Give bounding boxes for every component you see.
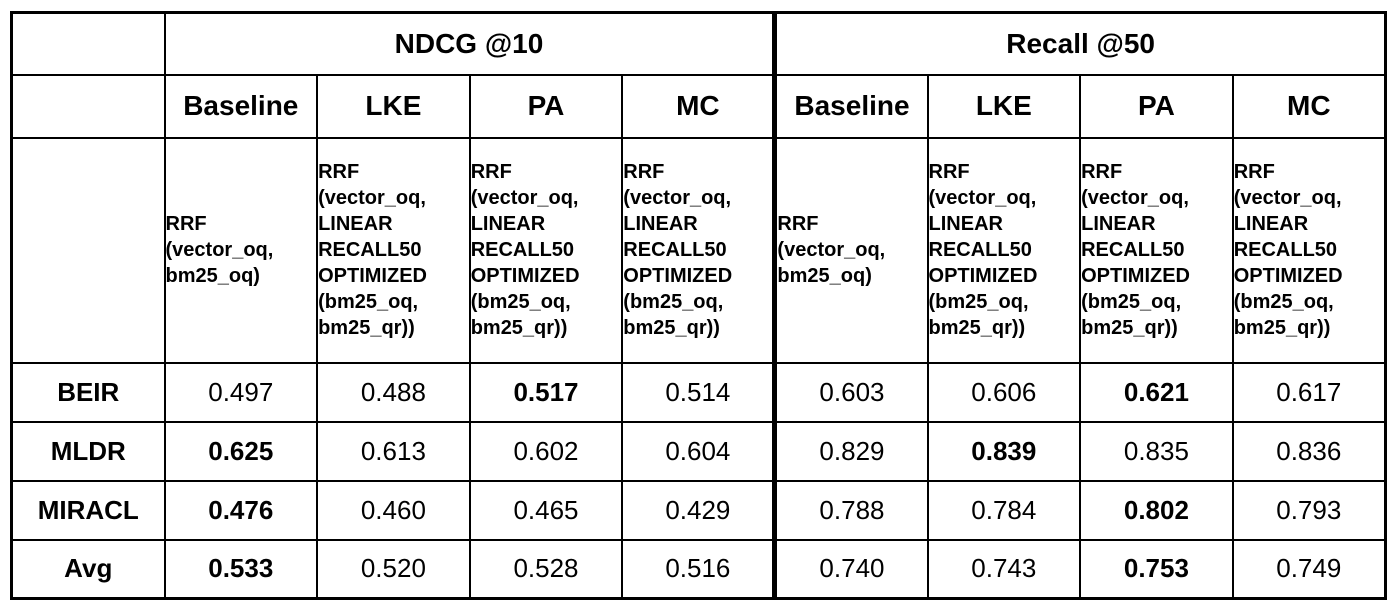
value-cell: 0.836 — [1231, 420, 1387, 482]
method-header-recall-lke: LKE — [926, 73, 1082, 139]
table-row-miracl: MIRACL 0.476 0.460 0.465 0.429 0.788 0.7… — [10, 479, 1387, 541]
method-header-row: Baseline LKE PA MC Baseline LKE PA MC — [10, 73, 1387, 139]
value-cell: 0.625 — [163, 420, 319, 482]
value-cell: 0.476 — [163, 479, 319, 541]
value-cell: 0.788 — [772, 479, 929, 541]
value-cell: 0.749 — [1231, 538, 1387, 600]
table-row-beir: BEIR 0.497 0.488 0.517 0.514 0.603 0.606… — [10, 361, 1387, 423]
config-description-cell: RRF (vector_oq, bm25_oq) — [772, 136, 929, 364]
value-cell: 0.617 — [1231, 361, 1387, 423]
table-row-mldr: MLDR 0.625 0.613 0.602 0.604 0.829 0.839… — [10, 420, 1387, 482]
value-cell: 0.784 — [926, 479, 1082, 541]
dataset-label: MLDR — [10, 420, 166, 482]
config-description-cell: RRF (vector_oq, LINEAR RECALL50 OPTIMIZE… — [926, 136, 1082, 364]
value-cell: 0.604 — [621, 420, 776, 482]
table-row-avg: Avg 0.533 0.520 0.528 0.516 0.740 0.743 … — [10, 538, 1387, 600]
value-cell: 0.835 — [1079, 420, 1234, 482]
value-cell: 0.514 — [621, 361, 776, 423]
config-description-cell: RRF (vector_oq, LINEAR RECALL50 OPTIMIZE… — [621, 136, 776, 364]
method-header-ndcg-lke: LKE — [316, 73, 471, 139]
dataset-label: BEIR — [10, 361, 166, 423]
section-header-recall: Recall @50 — [772, 11, 1387, 76]
value-cell: 0.606 — [926, 361, 1082, 423]
corner-cell — [10, 73, 166, 139]
value-cell: 0.528 — [468, 538, 624, 600]
method-header-recall-mc: MC — [1231, 73, 1387, 139]
value-cell: 0.621 — [1079, 361, 1234, 423]
value-cell: 0.497 — [163, 361, 319, 423]
corner-cell — [10, 11, 166, 76]
config-description-cell: RRF (vector_oq, LINEAR RECALL50 OPTIMIZE… — [468, 136, 624, 364]
value-cell: 0.802 — [1079, 479, 1234, 541]
value-cell: 0.516 — [621, 538, 776, 600]
value-cell: 0.743 — [926, 538, 1082, 600]
value-cell: 0.829 — [772, 420, 929, 482]
config-description-cell: RRF (vector_oq, LINEAR RECALL50 OPTIMIZE… — [316, 136, 471, 364]
method-header-recall-pa: PA — [1079, 73, 1234, 139]
value-cell: 0.533 — [163, 538, 319, 600]
config-description-row: RRF (vector_oq, bm25_oq) RRF (vector_oq,… — [10, 136, 1387, 364]
value-cell: 0.602 — [468, 420, 624, 482]
value-cell: 0.429 — [621, 479, 776, 541]
corner-cell — [10, 136, 166, 364]
results-table: NDCG @10 Recall @50 Baseline LKE PA MC B… — [10, 11, 1387, 600]
method-header-recall-baseline: Baseline — [772, 73, 929, 139]
value-cell: 0.465 — [468, 479, 624, 541]
section-header-ndcg: NDCG @10 — [163, 11, 776, 76]
config-description-cell: RRF (vector_oq, LINEAR RECALL50 OPTIMIZE… — [1079, 136, 1234, 364]
method-header-ndcg-baseline: Baseline — [163, 73, 319, 139]
value-cell: 0.613 — [316, 420, 471, 482]
value-cell: 0.520 — [316, 538, 471, 600]
value-cell: 0.460 — [316, 479, 471, 541]
config-description-cell: RRF (vector_oq, LINEAR RECALL50 OPTIMIZE… — [1231, 136, 1387, 364]
dataset-label: Avg — [10, 538, 166, 600]
value-cell: 0.488 — [316, 361, 471, 423]
dataset-label: MIRACL — [10, 479, 166, 541]
value-cell: 0.740 — [772, 538, 929, 600]
method-header-ndcg-mc: MC — [621, 73, 776, 139]
method-header-ndcg-pa: PA — [468, 73, 624, 139]
value-cell: 0.517 — [468, 361, 624, 423]
value-cell: 0.839 — [926, 420, 1082, 482]
value-cell: 0.793 — [1231, 479, 1387, 541]
value-cell: 0.603 — [772, 361, 929, 423]
value-cell: 0.753 — [1079, 538, 1234, 600]
config-description-cell: RRF (vector_oq, bm25_oq) — [163, 136, 319, 364]
metric-group-row: NDCG @10 Recall @50 — [10, 11, 1387, 76]
